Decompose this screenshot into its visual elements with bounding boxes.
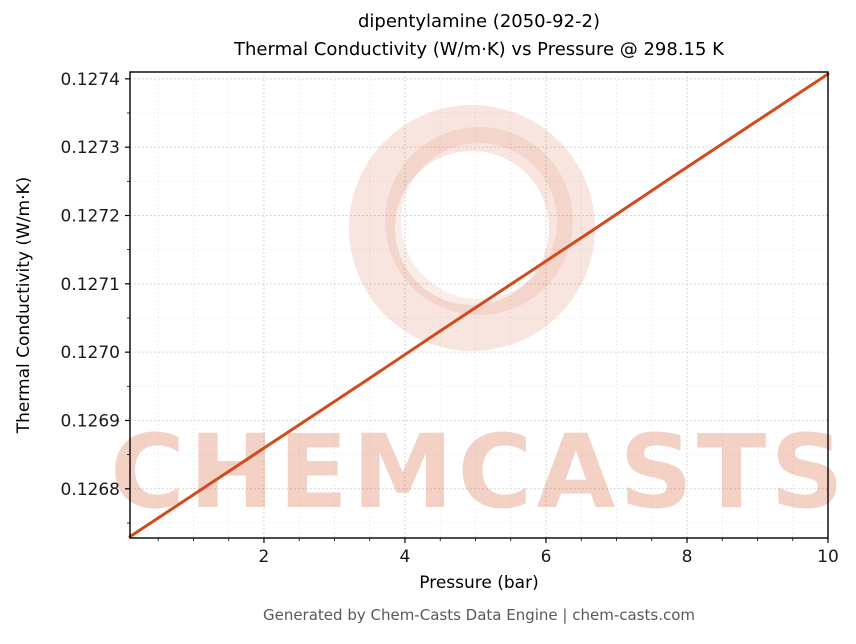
x-axis-label: Pressure (bar) [419, 573, 539, 593]
y-axis-label: Thermal Conductivity (W/m·K) [14, 176, 34, 434]
watermark-text: CHEMCASTS [110, 413, 848, 532]
tick-labels: 2 4 6 8 10 0.1268 0.1269 0.1270 0.1271 0.1272 0.12… [61, 70, 839, 567]
footer-text: Generated by Chem-Casts Data Engine | ch… [262, 606, 696, 624]
y-tick-label: 0.1273 [61, 138, 120, 158]
data-line [128, 72, 830, 539]
series-thermal-conductivity [128, 72, 830, 539]
y-tick-label: 0.1271 [61, 275, 120, 295]
x-tick-label: 2 [259, 547, 270, 567]
plot-border [129, 71, 829, 539]
chart-title-line1: dipentylamine (2050-92-2) [357, 11, 600, 32]
x-tick-label: 6 [541, 547, 552, 567]
watermark-ring-icon [349, 105, 595, 351]
x-tick-label: 8 [682, 547, 693, 567]
major-grid [130, 72, 829, 538]
y-tick-label: 0.1272 [61, 206, 120, 226]
minor-grid [130, 72, 828, 538]
x-tick-label: 10 [817, 547, 839, 567]
watermark: CHEMCASTS [110, 105, 848, 532]
y-tick-label: 0.1269 [61, 411, 120, 431]
y-tick-label: 0.1274 [61, 70, 120, 90]
chart-title-line2: Thermal Conductivity (W/m·K) vs Pressure… [234, 39, 724, 60]
chart-title: dipentylamine (2050-92-2) Thermal Conduc… [130, 8, 828, 64]
y-tick-label: 0.1270 [61, 343, 120, 363]
y-tick-label: 0.1268 [61, 480, 120, 500]
x-tick-label: 4 [400, 547, 411, 567]
watermark-ring-inner-icon [385, 127, 573, 315]
